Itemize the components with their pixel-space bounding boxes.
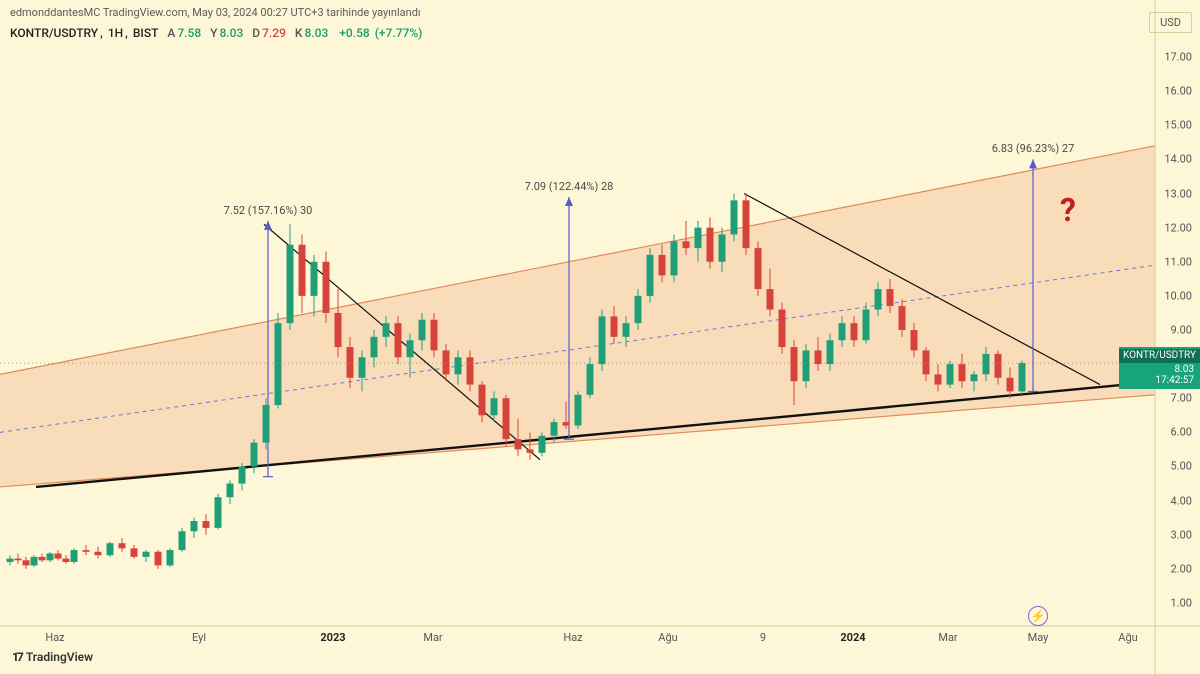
y-tick: 17.00: [1164, 51, 1192, 64]
x-tick: Mar: [938, 631, 957, 644]
question-mark: ?: [1060, 191, 1076, 229]
chart-area[interactable]: [0, 0, 1200, 674]
x-tick: Haz: [45, 631, 64, 644]
y-tick: 14.00: [1164, 153, 1192, 166]
y-tick: 13.00: [1164, 187, 1192, 200]
y-tick: 9.00: [1171, 324, 1192, 337]
y-tick: 3.00: [1171, 528, 1192, 541]
y-tick: 2.00: [1171, 562, 1192, 575]
x-tick: Haz: [563, 631, 582, 644]
earnings-icon[interactable]: ⚡: [1028, 606, 1048, 626]
tv-logo[interactable]: 17 TradingView: [12, 650, 93, 664]
y-tick: 15.00: [1164, 119, 1192, 132]
y-tick: 5.00: [1171, 460, 1192, 473]
price-flag-symbol: KONTR/USDTRY: [1119, 349, 1200, 363]
tv-brand: TradingView: [26, 650, 93, 664]
y-tick: 16.00: [1164, 85, 1192, 98]
measurement-label: 6.83 (96.23%) 27: [989, 141, 1078, 156]
price-flag[interactable]: KONTR/USDTRY8.0317:42:57: [1119, 347, 1200, 389]
y-tick: 4.00: [1171, 494, 1192, 507]
x-tick: Ağu: [1118, 631, 1137, 644]
y-tick: 11.00: [1164, 255, 1192, 268]
y-tick: 6.00: [1171, 426, 1192, 439]
measurement-label: 7.09 (122.44%) 28: [522, 179, 617, 194]
measurement-label: 7.52 (157.16%) 30: [221, 203, 316, 218]
price-flag-price: 8.03: [1175, 364, 1195, 375]
x-tick: Ağu: [658, 631, 677, 644]
x-tick: May: [1028, 631, 1049, 644]
x-tick: 9: [760, 631, 766, 644]
y-tick: 7.00: [1171, 392, 1192, 405]
y-tick: 12.00: [1164, 221, 1192, 234]
x-tick: Eyl: [192, 631, 206, 644]
x-tick: Mar: [423, 631, 442, 644]
y-tick: 1.00: [1171, 596, 1192, 609]
tv-icon: 17: [12, 650, 22, 664]
price-flag-countdown: 17:42:57: [1155, 375, 1194, 386]
chart-svg: [0, 0, 1200, 674]
x-tick: 2023: [320, 631, 345, 644]
y-tick: 10.00: [1164, 289, 1192, 302]
x-tick: 2024: [840, 631, 865, 644]
